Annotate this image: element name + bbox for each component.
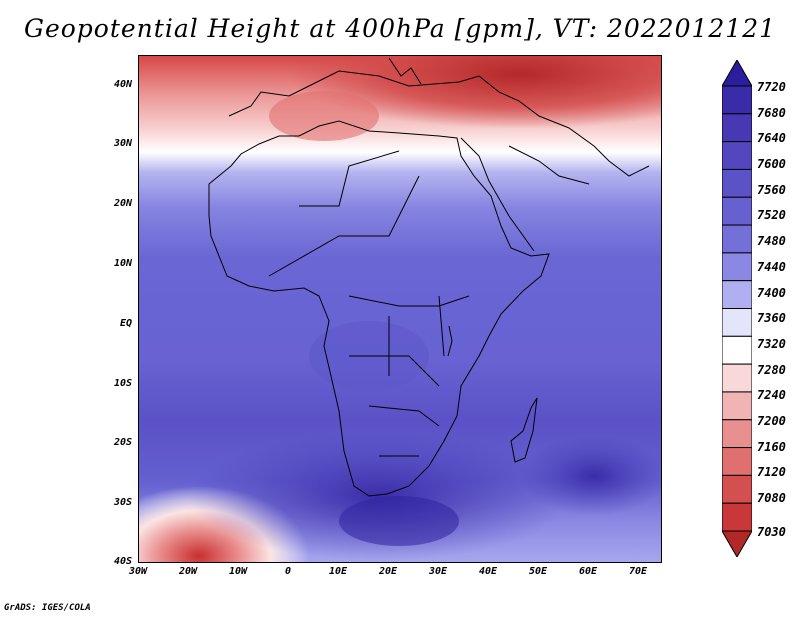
lat-label: 40S [113,556,132,567]
colorbar-cell [722,502,752,532]
colorbar-label: 7560 [757,183,786,197]
lon-label: 70E [628,566,648,577]
colorbar-label: 7360 [757,311,786,325]
colorbar-label: 7080 [757,491,786,505]
colorbar-label: 7280 [757,363,786,377]
colorbar-cell [722,141,752,170]
colorbar-label: 7480 [757,234,786,248]
grads-credit: GrADS: IGES/COLA [4,603,91,613]
colorbar-label: 7640 [757,131,786,145]
colorbar-label: 7160 [757,440,786,454]
colorbar-cell [722,308,752,337]
colorbar-cap-bottom [722,530,752,557]
geopotential-field [139,56,661,562]
lat-label: 30S [113,497,132,508]
lon-label: 60E [578,566,598,577]
lon-label: 10E [328,566,348,577]
colorbar-cell [722,113,752,143]
colorbar-label: 7720 [757,80,786,94]
madagascar-outline [510,397,538,463]
colorbar-cap-top [722,60,752,87]
coastlines [208,57,650,497]
lat-label: 30N [113,138,132,149]
colorbar-cell [722,447,752,476]
colorbar-label: 7600 [757,157,786,171]
colorbar-cell [722,252,752,282]
colorbar-cell [722,474,752,504]
map-plot [138,55,662,563]
lat-label: 10N [113,258,132,269]
colorbar-cell [722,335,752,365]
lat-label: 20N [113,198,132,209]
lat-label: 10S [113,378,132,389]
colorbar-cell [722,168,752,198]
lat-label: 40N [113,79,132,90]
colorbar-label: 7240 [757,388,786,402]
colorbar-cell [722,196,752,226]
colorbar-cell [722,419,752,449]
lat-label: 20S [113,437,132,448]
lon-label: 20E [378,566,398,577]
lon-label: 10W [228,566,248,577]
colorbar-label: 7520 [757,208,786,222]
lake-outline [447,325,453,357]
colorbar [722,60,752,557]
colorbar-label: 7440 [757,260,786,274]
southern-high [189,431,569,561]
colorbar-label: 7400 [757,286,786,300]
colorbar-label: 7320 [757,337,786,351]
lon-label: 20W [178,566,198,577]
colorbar-cell [722,391,752,421]
lon-label: 50E [528,566,548,577]
colorbar-cell [722,85,752,115]
lon-label: 0 [284,566,292,577]
lon-label: 30W [128,566,148,577]
lon-label: 40E [478,566,498,577]
colorbar-label: 7680 [757,106,786,120]
lon-label: 30E [428,566,448,577]
chart-title: Geopotential Height at 400hPa [gpm], VT:… [23,14,777,43]
colorbar-cell [722,224,752,254]
colorbar-cell [722,280,752,309]
lat-label: EQ [119,318,132,329]
northern-ridge [289,56,661,129]
colorbar-label: 7030 [757,525,786,539]
colorbar-label: 7200 [757,414,786,428]
colorbar-cell [722,363,752,393]
colorbar-label: 7120 [757,465,786,479]
